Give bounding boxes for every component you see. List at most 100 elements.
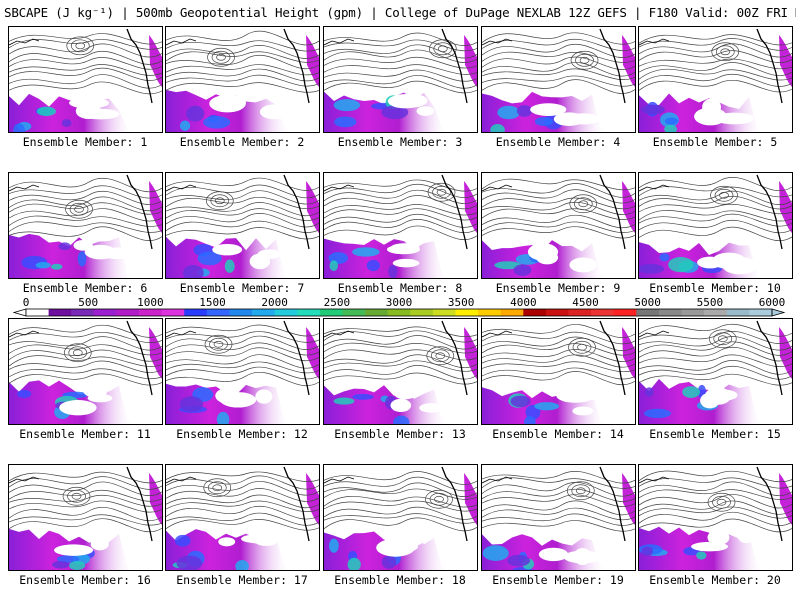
height-contour bbox=[324, 179, 477, 192]
coastline bbox=[441, 466, 468, 542]
colorbar-swatch bbox=[252, 309, 275, 316]
height-contour bbox=[482, 324, 635, 338]
ensemble-member-label: Ensemble Member: 17 bbox=[176, 573, 308, 587]
height-contour bbox=[166, 64, 319, 76]
coastline bbox=[756, 320, 783, 396]
colorbar-tick-label: 1500 bbox=[199, 296, 226, 309]
ensemble-panel bbox=[165, 318, 320, 425]
height-contour bbox=[482, 513, 635, 526]
height-contour bbox=[482, 32, 635, 45]
coastline bbox=[756, 28, 783, 104]
coastline bbox=[324, 330, 355, 338]
height-contour-closed bbox=[575, 487, 586, 495]
height-contour-closed bbox=[570, 50, 599, 70]
colorbar-swatch bbox=[71, 309, 95, 316]
ensemble-member-label: Ensemble Member: 13 bbox=[334, 427, 466, 441]
height-contour-closed bbox=[711, 42, 740, 62]
coastline bbox=[639, 38, 670, 46]
coastline bbox=[482, 184, 513, 192]
colorbar-swatch bbox=[229, 309, 253, 316]
colorbar-tick-label: 2000 bbox=[261, 296, 288, 309]
height-contour-closed bbox=[66, 36, 95, 56]
height-contour bbox=[9, 33, 162, 45]
cape-cell bbox=[61, 119, 72, 127]
height-contour-closed bbox=[568, 337, 596, 357]
height-contour-closed bbox=[65, 199, 93, 219]
ensemble-panel bbox=[323, 172, 478, 279]
height-contour bbox=[639, 210, 792, 222]
coastline bbox=[324, 476, 355, 484]
cape-cell bbox=[381, 105, 409, 120]
height-contour bbox=[324, 326, 477, 337]
ensemble-member-label: Ensemble Member: 5 bbox=[652, 135, 778, 149]
height-contour bbox=[166, 74, 319, 87]
height-contour bbox=[166, 505, 319, 520]
coastline bbox=[756, 174, 783, 250]
height-contour bbox=[639, 518, 792, 533]
height-contour-closed bbox=[429, 492, 449, 506]
height-contour bbox=[324, 349, 477, 361]
height-contour bbox=[166, 475, 319, 490]
height-contour-closed bbox=[717, 335, 728, 343]
height-contour bbox=[166, 347, 319, 362]
colorbar-swatch bbox=[297, 309, 321, 316]
coastline bbox=[166, 184, 197, 192]
ensemble-panel bbox=[481, 172, 636, 279]
height-contour-closed bbox=[434, 495, 444, 503]
cape-land-strip bbox=[622, 181, 635, 233]
cape-cell bbox=[534, 402, 560, 411]
panel-map bbox=[166, 28, 319, 132]
cape-cell bbox=[35, 262, 51, 269]
height-contour bbox=[324, 354, 477, 369]
height-contour bbox=[639, 219, 792, 234]
coastline bbox=[283, 466, 310, 542]
height-contour bbox=[166, 30, 319, 46]
height-contour-closed bbox=[713, 332, 733, 346]
ensemble-member-label: Ensemble Member: 8 bbox=[337, 281, 463, 295]
height-contour bbox=[639, 203, 792, 215]
height-contour bbox=[9, 506, 162, 522]
coastline bbox=[126, 28, 153, 104]
height-contour bbox=[9, 476, 162, 490]
height-contour bbox=[324, 471, 477, 485]
colorbar-swatch bbox=[206, 309, 230, 316]
ensemble-panel bbox=[8, 172, 163, 279]
height-contour bbox=[324, 195, 477, 210]
colorbar-swatch bbox=[161, 309, 185, 316]
ensemble-panel bbox=[8, 464, 163, 571]
height-contour bbox=[482, 62, 635, 77]
height-contour bbox=[166, 361, 319, 374]
height-contour-closed bbox=[205, 191, 234, 211]
ensemble-member-label: Ensemble Member: 19 bbox=[492, 573, 624, 587]
height-contour bbox=[166, 371, 319, 387]
height-contour bbox=[482, 477, 635, 489]
height-contour bbox=[324, 75, 477, 89]
height-contour bbox=[9, 215, 162, 227]
cape-cell bbox=[388, 264, 398, 278]
height-contour bbox=[166, 227, 319, 240]
height-contour bbox=[9, 518, 162, 533]
height-contour bbox=[482, 349, 635, 362]
height-contour-closed bbox=[437, 45, 448, 53]
ensemble-panel bbox=[638, 172, 793, 279]
height-contour bbox=[9, 368, 162, 380]
colorbar-swatch bbox=[523, 309, 547, 316]
height-contour bbox=[324, 64, 477, 75]
height-contour bbox=[166, 51, 319, 63]
panel-map bbox=[482, 320, 635, 424]
ensemble-panel bbox=[481, 464, 636, 571]
sbcape-colorbar bbox=[12, 308, 786, 317]
height-contour bbox=[324, 342, 477, 354]
height-contour-closed bbox=[209, 337, 228, 351]
colorbar-tick-label: 500 bbox=[78, 296, 99, 309]
height-contour bbox=[9, 355, 162, 367]
height-contour-closed bbox=[714, 188, 734, 202]
height-contour bbox=[324, 496, 477, 508]
map-title: SBCAPE (J kg⁻¹) | 500mb Geopotential Hei… bbox=[4, 5, 796, 20]
height-contour bbox=[9, 344, 162, 356]
cape-cell bbox=[333, 99, 361, 112]
height-contour bbox=[639, 477, 792, 489]
height-contour bbox=[482, 507, 635, 521]
height-contour-closed bbox=[710, 185, 738, 205]
height-contour-closed bbox=[719, 191, 729, 199]
